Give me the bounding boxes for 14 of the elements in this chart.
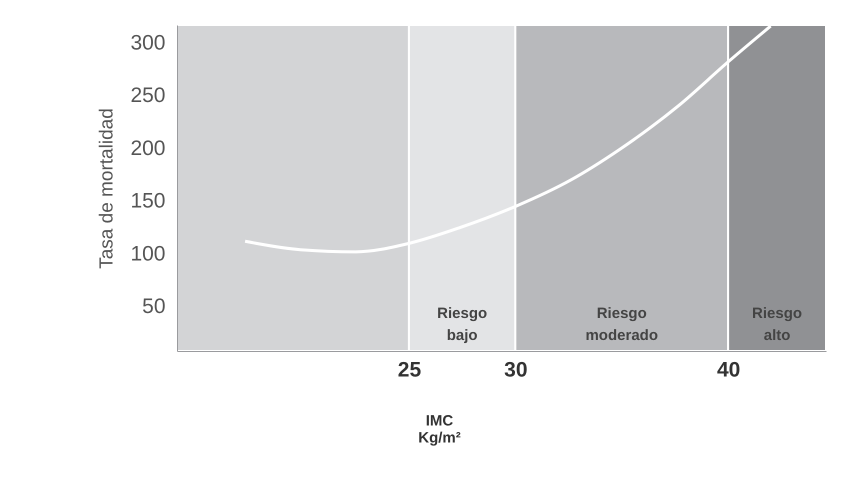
x-axis-title: IMC Kg/m² [418,412,461,446]
band-label: Riesgo alto [752,305,802,344]
y-tick-label: 100 [130,242,166,266]
band-label: Riesgo bajo [437,305,488,344]
x-tick-label: 40 [716,358,740,382]
y-tick-label: 50 [142,295,166,318]
x-tick-label: 30 [504,358,528,382]
x-tick-label: 25 [398,358,422,382]
y-tick-label: 200 [130,136,166,160]
y-tick-label: 250 [130,84,166,108]
y-tick-label: 150 [130,190,166,213]
band-label: Riesgo moderado [585,305,658,344]
y-axis-title: Tasa de mortalidad [96,108,118,269]
y-tick-label: 300 [130,31,166,54]
